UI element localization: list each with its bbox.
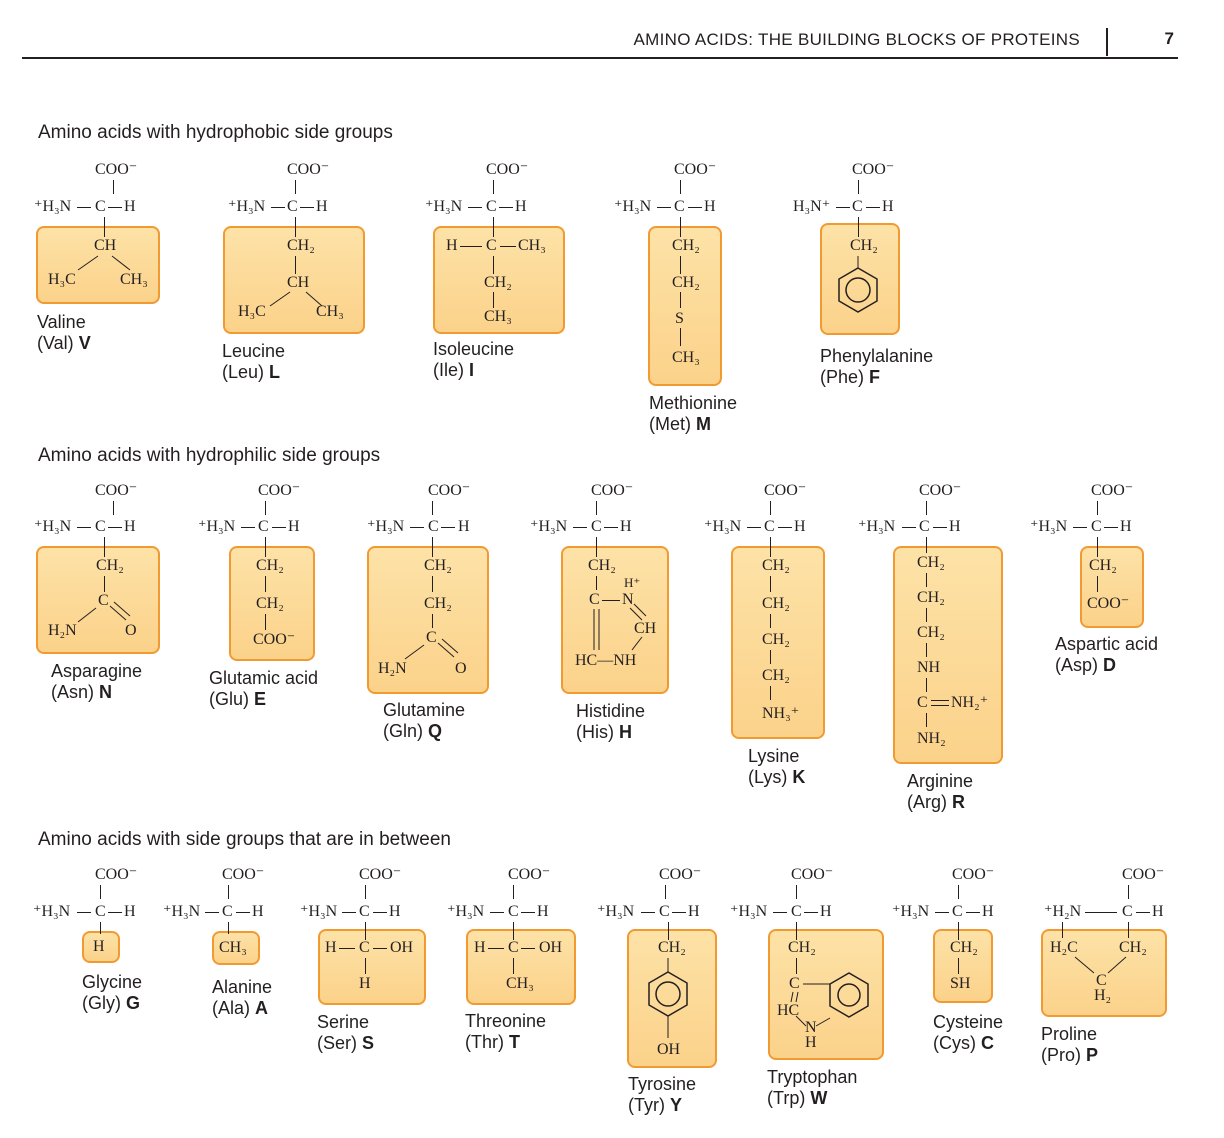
amino-acid-name: Serine (Ser) S bbox=[317, 1012, 375, 1053]
amino-acid-name: Arginine (Arg) R bbox=[907, 771, 974, 812]
side-chain-box bbox=[36, 226, 160, 304]
amino-acid-name: Leucine (Leu) L bbox=[222, 341, 286, 382]
section-title-hydrophilic: Amino acids with hydrophilic side groups bbox=[38, 445, 381, 466]
alpha-carbon: C bbox=[95, 198, 106, 215]
amino-acid-name: Threonine (Thr) T bbox=[465, 1011, 547, 1052]
amino-acid-name: Cysteine (Cys) C bbox=[933, 1012, 1004, 1053]
page-number: 7 bbox=[1164, 29, 1174, 48]
side-chain-box bbox=[1080, 546, 1144, 628]
amino-group: ⁺H₃N bbox=[34, 198, 72, 215]
header-divider bbox=[1106, 28, 1108, 56]
amino-acid-name: Glycine (Gly) G bbox=[82, 972, 143, 1013]
amino-acid-name: Lysine (Lys) K bbox=[748, 746, 806, 787]
amino-acid-name: Proline (Pro) P bbox=[1041, 1024, 1099, 1065]
side-chain-box bbox=[768, 929, 884, 1060]
side-chain-box bbox=[933, 929, 993, 1003]
amino-acid-name: Phenylalanine (Phe) F bbox=[820, 346, 934, 387]
amino-acid-name: Glutamine (Gln) Q bbox=[383, 700, 466, 741]
amino-acid-name: Valine (Val) V bbox=[37, 312, 91, 353]
side-chain-box bbox=[212, 931, 260, 965]
amino-acid-name: Glutamic acid (Glu) E bbox=[209, 668, 319, 709]
alpha-hydrogen: H bbox=[124, 198, 136, 215]
side-chain-box bbox=[820, 223, 900, 335]
amino-acid-name: Tryptophan (Trp) W bbox=[767, 1067, 858, 1108]
side-chain-box bbox=[648, 226, 722, 386]
page-header: AMINO ACIDS: THE BUILDING BLOCKS OF PROT… bbox=[22, 26, 1178, 59]
side-chain-box bbox=[561, 546, 669, 694]
side-chain-box bbox=[367, 546, 489, 694]
side-chain-box bbox=[893, 546, 1003, 764]
side-chain-box bbox=[318, 929, 426, 1005]
side-chain-box bbox=[1041, 929, 1167, 1017]
amino-acid-name: Isoleucine (Ile) I bbox=[433, 339, 515, 380]
section-title-between: Amino acids with side groups that are in… bbox=[38, 829, 451, 850]
carboxylate: COO⁻ bbox=[95, 161, 138, 178]
side-chain-box bbox=[223, 226, 365, 334]
amino-acid-name: Histidine (His) H bbox=[576, 701, 646, 742]
side-chain-box bbox=[466, 929, 576, 1005]
side-chain-box bbox=[433, 226, 565, 334]
side-chain-box bbox=[731, 546, 825, 739]
amino-acid-name: Tyrosine (Tyr) Y bbox=[628, 1074, 697, 1115]
side-chain-box bbox=[229, 546, 315, 661]
running-title: AMINO ACIDS: THE BUILDING BLOCKS OF PROT… bbox=[633, 30, 1080, 49]
amino-acid-name: Methionine (Met) M bbox=[649, 393, 738, 434]
amino-acid-name: Aspartic acid (Asp) D bbox=[1055, 634, 1159, 675]
side-chain-box bbox=[627, 929, 717, 1068]
amino-acid-name: Alanine (Ala) A bbox=[212, 977, 273, 1018]
side-chain-box bbox=[82, 931, 120, 963]
section-title-hydrophobic: Amino acids with hydrophobic side groups bbox=[38, 122, 393, 143]
side-chain-box bbox=[36, 546, 160, 654]
amino-acid-name: Asparagine (Asn) N bbox=[51, 661, 143, 702]
